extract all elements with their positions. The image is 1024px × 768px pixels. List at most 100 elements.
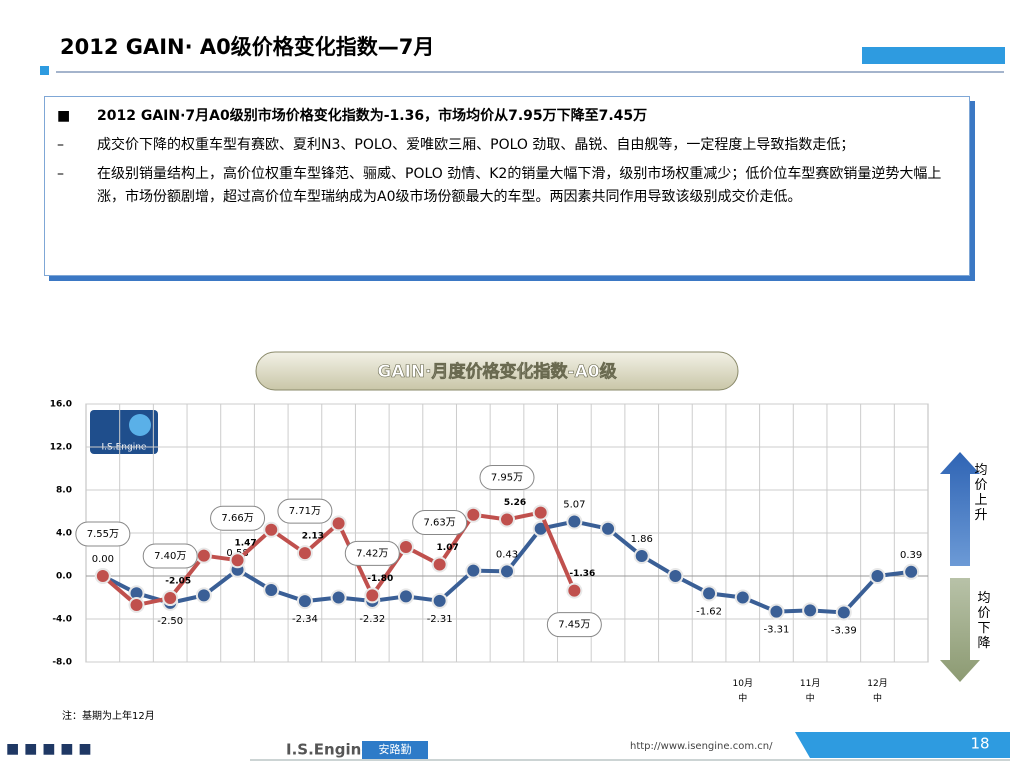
point [162, 594, 179, 611]
point [465, 562, 482, 579]
point [431, 556, 448, 573]
data-label: 2.13 [302, 532, 324, 542]
logo [90, 410, 158, 454]
data-label: -3.39 [831, 625, 857, 636]
annotation-box [412, 509, 468, 535]
annotation: 7.55万 [87, 529, 119, 540]
data-label: 5.07 [563, 499, 585, 510]
y-tick-label: -8.0 [52, 658, 72, 668]
point [566, 582, 583, 599]
y-tick-label: -4.0 [52, 615, 72, 625]
annotation-box [142, 543, 198, 569]
point [532, 504, 549, 521]
point [364, 592, 381, 609]
slide-title: 2012 GAIN· A0级价格变化指数—7月 [60, 35, 434, 59]
annotation: 7.71万 [289, 506, 321, 517]
footer-url: http://www.isengine.com.cn/ [630, 741, 773, 752]
data-label: 1.86 [631, 534, 653, 545]
y-tick-label: 8.0 [56, 486, 72, 496]
point [162, 590, 179, 607]
data-label: 0.58 [226, 548, 248, 559]
annotation-box [210, 505, 266, 531]
y-tick-label: 0.0 [56, 572, 72, 582]
title-square [40, 66, 49, 75]
series-line [101, 510, 577, 608]
point [229, 552, 246, 569]
annotation: 7.66万 [221, 513, 253, 524]
chart-title: GAIN·月度价格变化指数-A0级 [377, 361, 616, 382]
point [330, 589, 347, 606]
point [734, 589, 751, 606]
data-label: -2.50 [157, 616, 183, 627]
data-label: 0.43 [496, 549, 518, 560]
point [431, 592, 448, 609]
annotation-box [546, 612, 602, 638]
point [667, 568, 684, 584]
series-line [101, 519, 912, 615]
point [903, 563, 920, 580]
data-label: -1.62 [696, 606, 722, 617]
point [195, 547, 212, 564]
footer: ■ ■ ■ ■ ■ I.S.Engine 安路勤 http://www.isen… [6, 732, 1010, 761]
annotation: 7.42万 [356, 548, 388, 559]
point [94, 568, 111, 584]
x-tick-label: 11月中 [800, 678, 820, 704]
down-arrow [940, 578, 980, 682]
data-label: -2.05 [165, 577, 191, 587]
point [128, 585, 145, 602]
side-label: 均价上升 [974, 463, 987, 523]
point [802, 602, 819, 619]
x-tick-label: 10月中 [733, 678, 753, 704]
footer-brand-cn: 安路勤 [379, 742, 412, 756]
summary-box: ■ 2012 GAIN·7月A0级别市场价格变化指数为-1.36，市场均价从7.9… [44, 96, 970, 276]
plot-area [85, 403, 929, 663]
point [296, 545, 313, 562]
annotation: 7.63万 [424, 517, 456, 528]
annotation-box [479, 464, 535, 490]
x-tick-label: 12月中 [867, 678, 887, 704]
point [600, 520, 617, 537]
point [229, 561, 246, 578]
data-label: 1.47 [234, 539, 256, 549]
data-label: 0.00 [92, 554, 114, 565]
point [532, 520, 549, 537]
data-label: 1.07 [437, 543, 459, 553]
y-tick-label: 4.0 [56, 529, 72, 539]
annotation: 7.95万 [491, 472, 523, 483]
point [701, 585, 718, 602]
data-label: -2.34 [292, 614, 318, 625]
y-tick-label: 16.0 [50, 400, 72, 410]
data-label: 0.39 [900, 550, 922, 561]
footer-brand-box [362, 741, 428, 759]
point [263, 521, 280, 538]
note: 注：基期为上年12月 [62, 709, 155, 722]
point [465, 506, 482, 523]
annotation-box [277, 498, 333, 524]
point [128, 597, 145, 614]
data-label: -3.31 [764, 625, 790, 636]
chart-title-pill [255, 351, 739, 391]
point [499, 511, 515, 528]
annotation-box [75, 521, 131, 547]
page-number: 18 [970, 735, 989, 753]
point [499, 563, 515, 580]
annotation-box [344, 540, 400, 566]
point [768, 603, 785, 620]
footer-dots: ■ ■ ■ ■ ■ [6, 741, 92, 757]
annotation: 7.40万 [154, 551, 186, 562]
point [633, 548, 650, 565]
headline: 2012 GAIN·7月A0级别市场价格变化指数为-1.36，市场均价从7.95… [97, 108, 648, 124]
title-bar [862, 47, 1005, 64]
logo-text: I.S.Engine [102, 443, 147, 453]
point [869, 568, 886, 584]
up-arrow [940, 452, 980, 566]
point [330, 515, 347, 532]
footer-stripes [795, 732, 1010, 758]
point [364, 587, 381, 604]
footer-brand: I.S.Engine [286, 741, 371, 759]
data-label: -2.31 [427, 614, 453, 625]
point [835, 604, 852, 621]
side-label: 均价下降 [977, 591, 990, 651]
logo-icon [129, 414, 151, 436]
